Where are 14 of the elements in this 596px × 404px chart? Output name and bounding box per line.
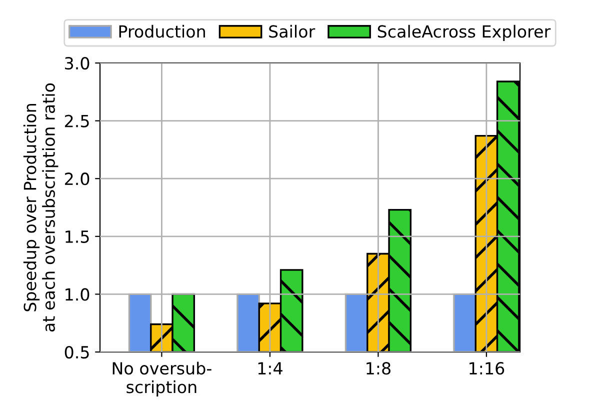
y-tick-label: 0.5	[64, 346, 89, 359]
legend-label: Production	[119, 24, 205, 38]
x-tick-label: No oversub- scription	[112, 362, 212, 397]
y-tick-label: 3.0	[65, 56, 90, 70]
x-tick-label: 1:4	[258, 362, 282, 374]
y-tick-label: 2.5	[64, 114, 89, 128]
x-tick-label: 1:8	[366, 362, 390, 375]
y-axis-title: Speedup over Production at each oversubscription ratio	[23, 83, 58, 332]
y-tick-label: 1.5	[66, 230, 89, 243]
x-tick-label: 1:16	[470, 362, 504, 375]
y-tick-label: 2.0	[64, 172, 90, 186]
legend-label: Sailor	[269, 24, 316, 38]
y-tick-label: 1.0	[66, 288, 90, 301]
legend-label: ScaleAcross Explorer	[378, 24, 551, 41]
